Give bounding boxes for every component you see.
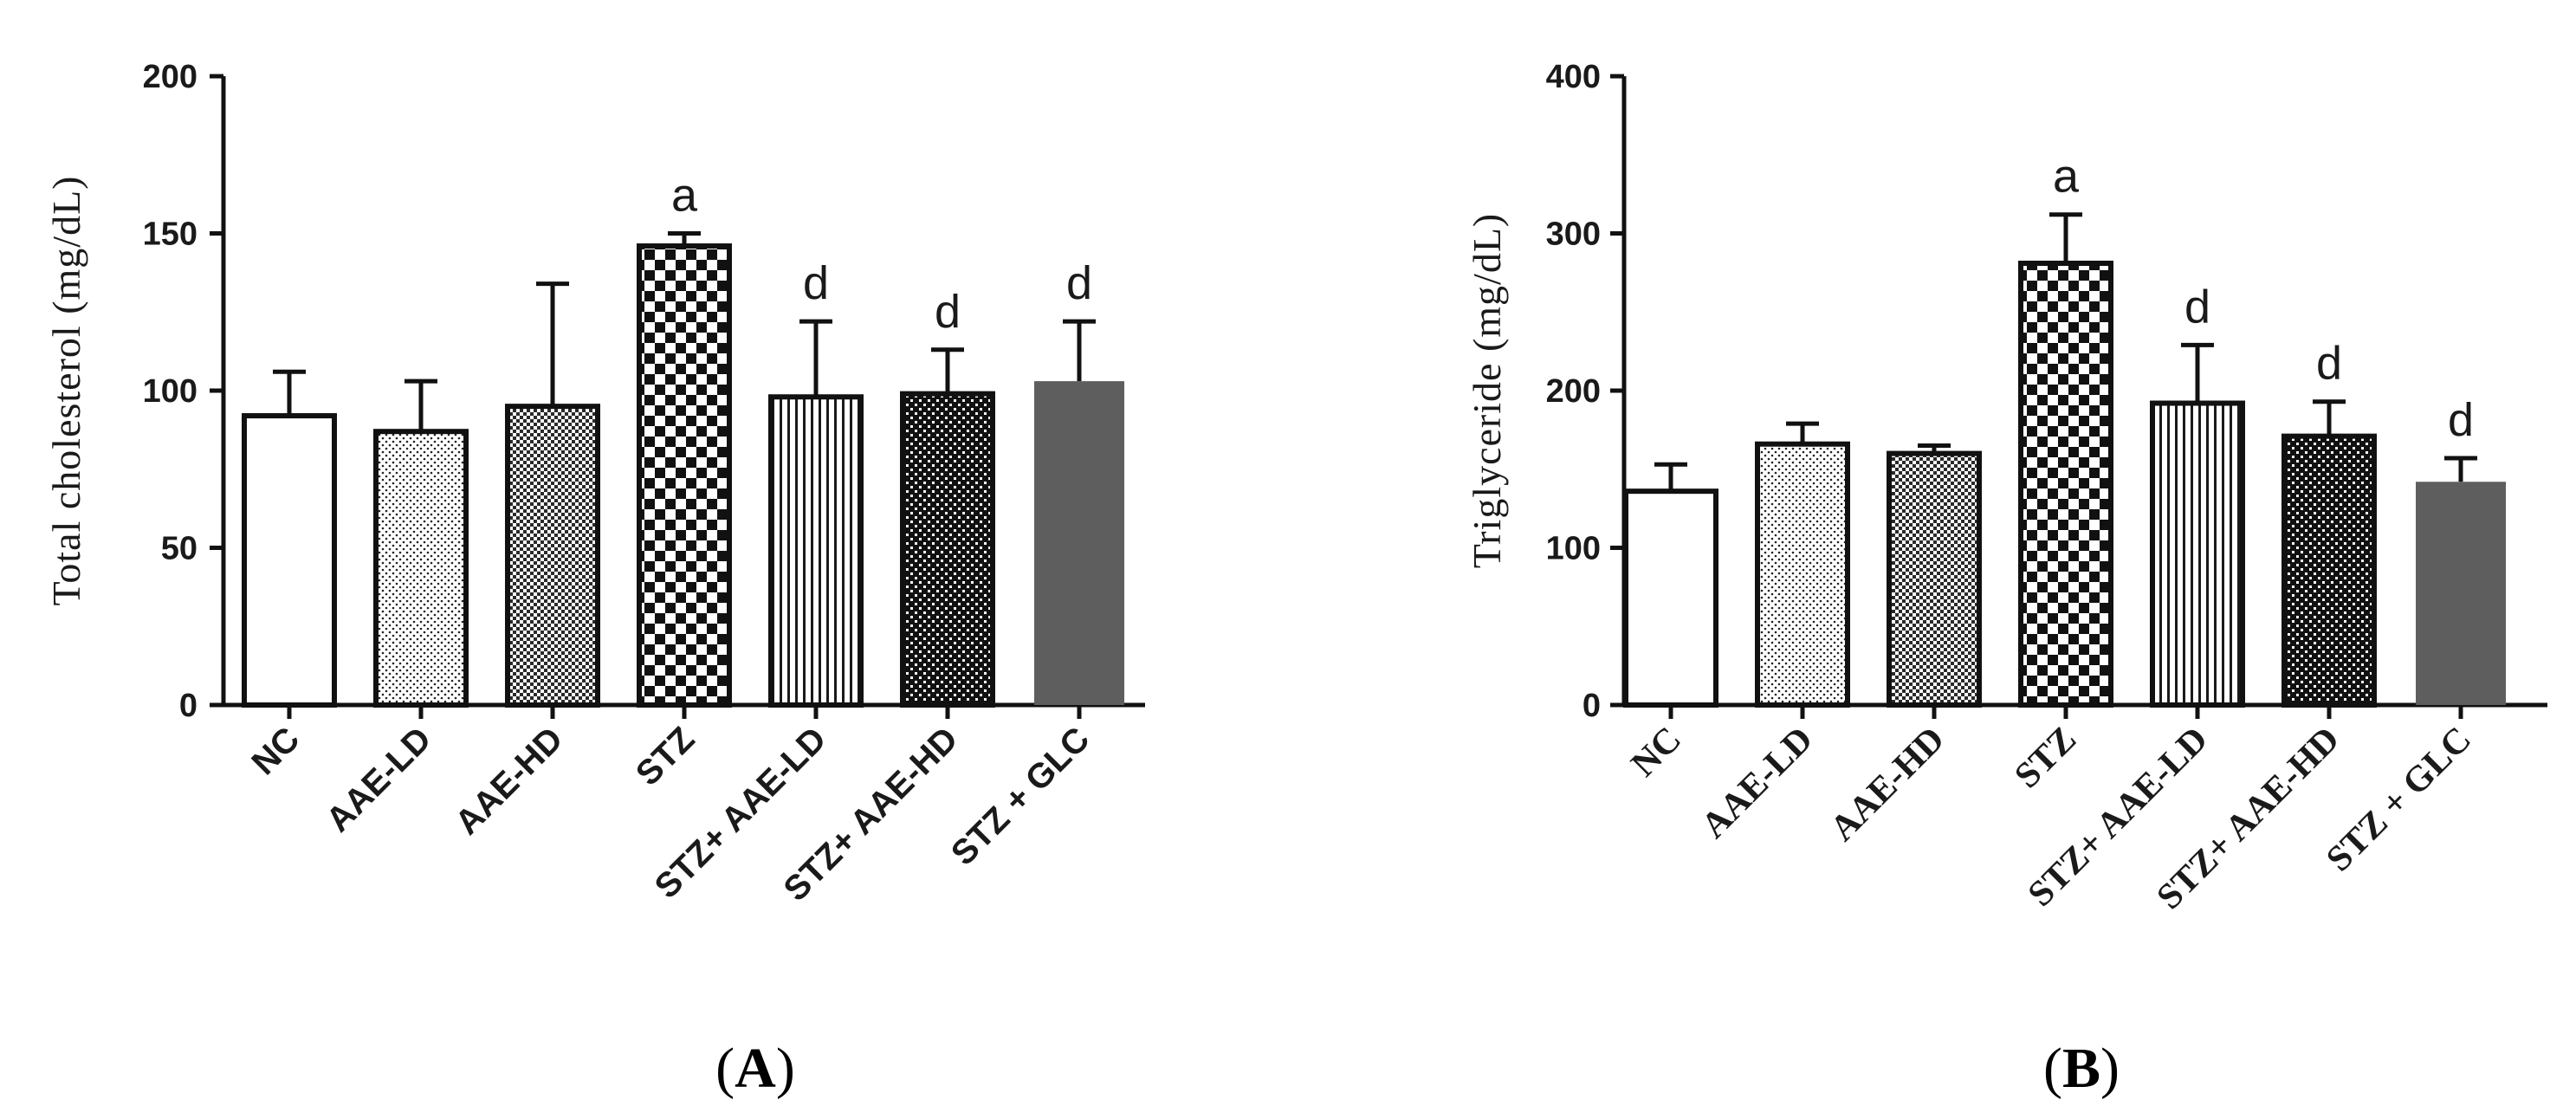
chart-panel-b: 0 100 200 300 400 Triglyceride (mg/dL) NC AAE-L…: [1465, 59, 2547, 917]
bar: [637, 243, 732, 708]
significance-label: d: [803, 257, 829, 309]
y-tick-label: 100: [1546, 531, 1601, 567]
x-tick-label: AAE-LD: [319, 720, 438, 839]
bar: [1034, 381, 1124, 705]
significance-label: d: [2184, 281, 2210, 333]
x-tick-label: AAE-HD: [1822, 720, 1952, 850]
significance-label: a: [671, 170, 698, 222]
x-tick-label: AAE-HD: [448, 720, 570, 842]
significance-label: d: [2448, 394, 2474, 446]
x-tick-label: STZ: [2007, 720, 2084, 797]
y-tick-label: 0: [1582, 688, 1601, 724]
bar: [1623, 488, 1718, 708]
bar: [242, 413, 337, 708]
bar: [505, 404, 600, 708]
y-tick-label: 50: [161, 531, 197, 567]
bar: [1887, 450, 1982, 708]
significance-label: d: [935, 286, 961, 338]
bar: [1755, 441, 1850, 708]
y-axis-title: Total cholesterol (mg/dL): [44, 176, 88, 606]
bar: [2416, 482, 2506, 705]
y-tick-label: 100: [143, 373, 197, 410]
y-tick-label: 200: [1546, 373, 1601, 410]
panel-caption-a: (A): [715, 1037, 795, 1100]
y-tick-label: 200: [143, 59, 197, 95]
significance-label: a: [2053, 151, 2080, 203]
bar: [373, 429, 469, 708]
bar: [2282, 433, 2377, 708]
significance-label: d: [1066, 257, 1092, 309]
x-tick-label: STZ + GLC: [944, 720, 1097, 872]
y-axis-title: Triglyceride (mg/dL): [1465, 213, 1509, 569]
significance-label: d: [2316, 338, 2342, 390]
y-tick-label: 400: [1546, 59, 1601, 95]
x-tick-label: NC: [1624, 720, 1689, 785]
y-tick-label: 0: [179, 688, 197, 724]
x-tick-label: STZ: [629, 720, 702, 793]
bar: [2150, 400, 2245, 708]
panel-caption-b: (B): [2043, 1037, 2120, 1100]
bar: [768, 394, 864, 708]
bar: [2018, 260, 2113, 708]
x-tick-label: NC: [244, 720, 307, 782]
x-tick-label: AAE-LD: [1694, 720, 1821, 846]
bar: [900, 391, 995, 708]
y-tick-label: 150: [143, 217, 197, 253]
y-tick-label: 300: [1546, 217, 1601, 253]
